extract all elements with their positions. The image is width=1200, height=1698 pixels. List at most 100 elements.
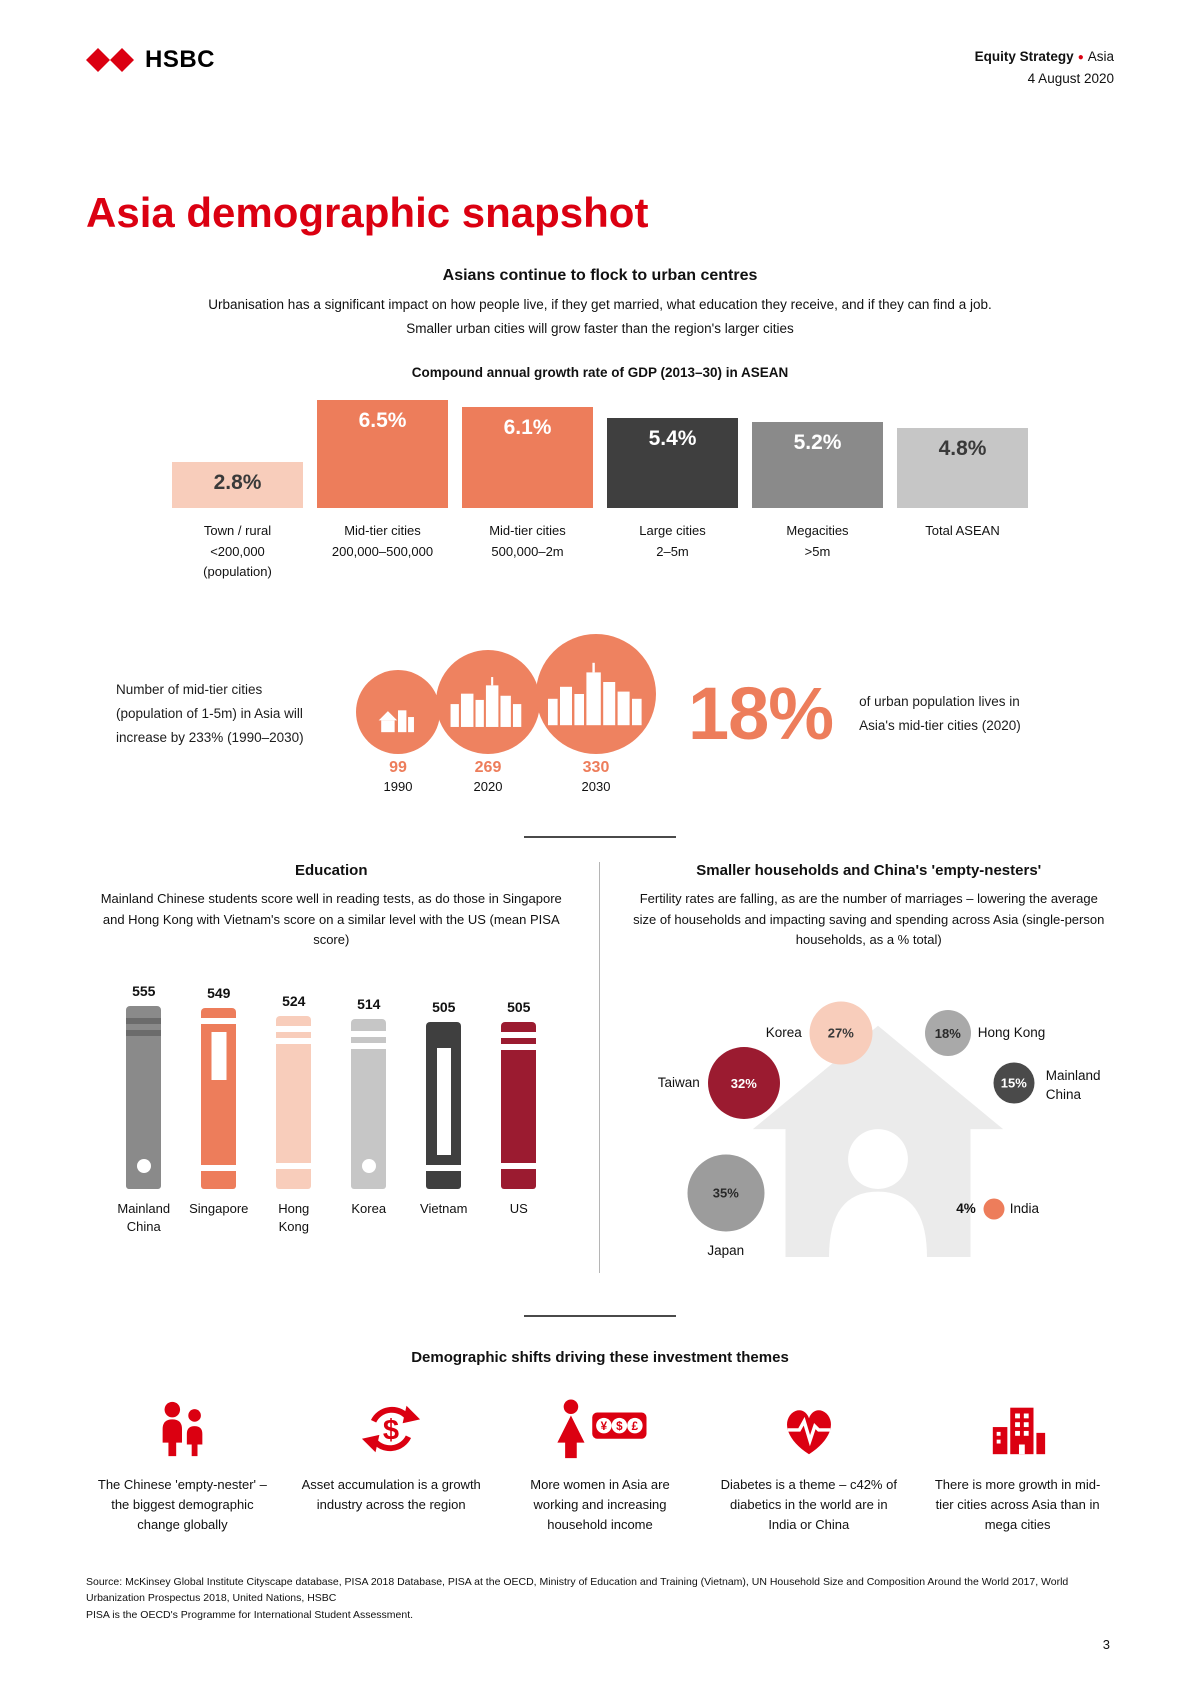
city-year: 1990: [383, 778, 413, 794]
page-header: HSBC Equity Strategy ● Asia 4 August 2020: [0, 0, 1200, 89]
gdp-bar-column: 5.2% Megacities >5m: [752, 396, 883, 581]
gdp-bar-value: 6.1%: [503, 416, 552, 440]
hsbc-logo-icon: [86, 48, 134, 72]
pisa-book-column: 505: [487, 999, 551, 1190]
header-meta: Equity Strategy ● Asia 4 August 2020: [975, 46, 1114, 89]
gdp-bar: 4.8%: [897, 428, 1028, 509]
theme-caption: There is more growth in mid-tier cities …: [934, 1477, 1101, 1533]
source-line-1: Source: McKinsey Global Institute Citysc…: [86, 1575, 1069, 1605]
gdp-bar: 5.4%: [607, 418, 738, 509]
pisa-score: 524: [282, 993, 306, 1010]
city-buildings-icon: [927, 1388, 1108, 1460]
bubble-label-japan: Japan: [707, 1243, 745, 1259]
gdp-bar-value: 6.5%: [358, 409, 407, 433]
household-bubble-chart: 27% 18% 32% 15% 35% Korea Hong Kong Taiw…: [626, 971, 1112, 1273]
education-heading: Education: [294, 861, 368, 879]
source-note: Source: McKinsey Global Institute Citysc…: [0, 1574, 1200, 1624]
pisa-book-labels: Mainland China Singapore Hong Kong Korea…: [86, 1200, 577, 1236]
pisa-score: 549: [207, 985, 231, 1002]
pisa-score: 505: [432, 999, 456, 1016]
gdp-bar-column: 4.8% Total ASEAN: [897, 396, 1028, 581]
gdp-bar-value: 5.4%: [648, 427, 697, 451]
pisa-book-column: 514: [337, 996, 401, 1190]
city-skyline-icon: [356, 669, 440, 754]
theme-item: ¥ $ £ More women in Asia are working and…: [510, 1388, 691, 1535]
bubble-label-hong-kong: Hong Kong: [977, 1025, 1046, 1041]
working-woman-currency-icon: ¥ $ £: [510, 1388, 691, 1460]
gdp-bar-category: Large cities 2–5m: [639, 523, 706, 559]
pisa-book-column: 505: [412, 999, 476, 1190]
gdp-bar-value: 5.2%: [793, 431, 842, 455]
source-line-2: PISA is the OECD's Programme for Interna…: [86, 1609, 414, 1622]
svg-text:¥: ¥: [601, 1420, 608, 1433]
city-count: 99: [389, 758, 407, 776]
city-circle-2030: 330 2030: [536, 633, 656, 794]
city-count: 330: [582, 758, 610, 776]
section-divider: [524, 1315, 676, 1318]
bubble-value: 35%: [712, 1185, 739, 1201]
theme-caption: Asset accumulation is a growth industry …: [301, 1477, 481, 1513]
pisa-country-label: Singapore: [189, 1201, 249, 1217]
pisa-book: [276, 1016, 312, 1190]
gdp-bar: 6.5%: [317, 400, 448, 509]
bubble-value-india: 4%: [956, 1201, 976, 1217]
doc-region: Asia: [1087, 49, 1114, 64]
pisa-country-label: Vietnam: [420, 1201, 468, 1217]
urban-section: Asians continue to flock to urban centre…: [0, 267, 1200, 582]
pisa-score: 514: [357, 996, 381, 1013]
page-title: Asia demographic snapshot: [86, 189, 649, 237]
households-heading: Smaller households and China's 'empty-ne…: [696, 861, 1042, 879]
theme-item: The Chinese 'empty-nester' – the biggest…: [92, 1388, 273, 1535]
svg-text:$: $: [616, 1420, 623, 1433]
households-subtext: Fertility rates are falling, as are the …: [633, 890, 1105, 948]
gdp-bar-value: 4.8%: [938, 437, 987, 461]
bubble-value: 32%: [730, 1075, 757, 1091]
urban-subtext-2: Smaller urban cities will grow faster th…: [406, 320, 794, 336]
bubble-label-korea: Korea: [765, 1025, 802, 1041]
red-bullet-icon: ●: [1077, 52, 1084, 63]
pisa-score: 555: [132, 983, 156, 1000]
section-divider: [524, 835, 676, 838]
city-year: 2020: [473, 778, 503, 794]
gdp-bar-value: 2.8%: [213, 471, 262, 495]
doc-date: 4 August 2020: [1027, 70, 1114, 86]
gdp-bar: 2.8%: [172, 462, 303, 509]
pisa-book-column: 549: [187, 985, 251, 1190]
midtier-section: Number of mid-tier cities (population of…: [0, 633, 1200, 794]
pisa-book-column: 555: [112, 983, 176, 1190]
pisa-score: 505: [507, 999, 531, 1016]
bubble-label-mainland-china: Mainland China: [1045, 1068, 1101, 1103]
urban-population-stat: 18%: [688, 672, 834, 756]
midtier-right-text: of urban population lives in Asia's mid-…: [859, 694, 1021, 733]
household-bubble: 27%: [809, 1001, 873, 1065]
theme-caption: More women in Asia are working and incre…: [530, 1477, 670, 1533]
city-circle-1990: 99 1990: [356, 669, 440, 794]
pisa-book: [201, 1008, 237, 1190]
empty-nester-people-icon: [92, 1388, 273, 1460]
urban-subtext-1: Urbanisation has a significant impact on…: [208, 297, 992, 313]
gdp-bar-category: Mid-tier cities 200,000–500,000: [331, 523, 434, 559]
theme-item: There is more growth in mid-tier cities …: [927, 1388, 1108, 1535]
themes-heading: Demographic shifts driving these investm…: [411, 1349, 789, 1367]
gdp-bar-column: 2.8% Town / rural <200,000 (population): [172, 396, 303, 581]
city-skyline-icon: [536, 633, 656, 754]
gdp-bar-column: 5.4% Large cities 2–5m: [607, 396, 738, 581]
doc-type: Equity Strategy: [974, 49, 1074, 64]
household-bubble: 32%: [707, 1047, 780, 1120]
gdp-bar-category: Total ASEAN: [925, 523, 1000, 539]
pisa-book-column: 524: [262, 993, 326, 1190]
city-year: 2030: [581, 778, 611, 794]
city-skyline-icon: [436, 649, 540, 754]
city-growth-circles: 99 1990 269 2020: [356, 633, 656, 794]
gdp-bar-category: Megacities >5m: [786, 523, 849, 559]
gdp-bar-category: Town / rural <200,000 (population): [203, 523, 272, 579]
pisa-country-label: Hong Kong: [278, 1201, 310, 1235]
education-column: Education Mainland Chinese students scor…: [86, 862, 599, 1273]
gdp-bar-chart: 2.8% Town / rural <200,000 (population) …: [0, 396, 1200, 581]
pisa-book: [426, 1022, 462, 1190]
household-bubble: 18%: [924, 1010, 971, 1057]
gdp-bar-column: 6.1% Mid-tier cities 500,000–2m: [462, 396, 593, 581]
household-bubble: 15%: [993, 1062, 1035, 1104]
theme-caption: Diabetes is a theme – c42% of diabetics …: [720, 1477, 897, 1533]
doc-type-line: Equity Strategy ● Asia: [975, 46, 1114, 68]
